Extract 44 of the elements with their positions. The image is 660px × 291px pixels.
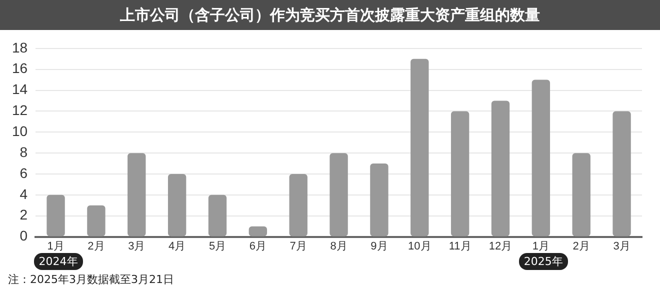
x-tick-label: 4月 bbox=[168, 240, 186, 252]
x-tick-label: 8月 bbox=[330, 240, 348, 252]
y-tick-label: 2 bbox=[20, 206, 28, 223]
bar bbox=[168, 174, 186, 236]
x-tick-label: 1月 bbox=[47, 240, 64, 252]
x-tick-label: 5月 bbox=[208, 240, 226, 252]
text: 2025年 bbox=[518, 253, 568, 270]
bar bbox=[410, 58, 429, 236]
y-tick-label: 4 bbox=[20, 186, 28, 202]
x-tick-label: 10月 bbox=[408, 240, 432, 252]
y-tick-label: 16 bbox=[12, 60, 28, 76]
y-tick-label: 0 bbox=[20, 228, 28, 244]
bar bbox=[289, 174, 308, 236]
y-tick-label: 6 bbox=[20, 164, 28, 181]
bar bbox=[87, 205, 106, 236]
bar bbox=[491, 100, 510, 236]
y-tick-label: 8 bbox=[20, 144, 28, 160]
text: 2024年 bbox=[34, 253, 83, 270]
bar bbox=[248, 226, 268, 236]
x-tick-label: 11月 bbox=[448, 240, 472, 252]
x-tick-label: 1月 bbox=[532, 240, 550, 252]
y-tick-label: 10 bbox=[12, 122, 28, 139]
y-tick-label: 14 bbox=[12, 81, 28, 98]
bar bbox=[612, 111, 631, 236]
x-tick-label: 3月 bbox=[128, 240, 146, 252]
bar bbox=[208, 194, 227, 236]
x-tick-label: 9月 bbox=[370, 240, 388, 252]
chart-title: 上市公司（含子公司）作为竞买方首次披露重大资产重组的数量 bbox=[0, 0, 660, 30]
x-tick-label: 3月 bbox=[613, 240, 630, 252]
x-tick-label: 2月 bbox=[88, 240, 105, 252]
bar bbox=[330, 153, 348, 236]
bar bbox=[532, 80, 550, 236]
bar bbox=[572, 153, 590, 236]
bar bbox=[46, 194, 65, 236]
y-tick-label: 12 bbox=[12, 102, 28, 118]
text: 注：2025年3月数据截至3月21日 bbox=[8, 272, 174, 287]
bar bbox=[450, 111, 470, 236]
x-tick-label: 12月 bbox=[488, 240, 512, 252]
y-tick-label: 18 bbox=[12, 39, 28, 56]
x-tick-label: 6月 bbox=[249, 240, 266, 252]
x-tick-label: 2月 bbox=[572, 240, 590, 252]
x-tick-label: 7月 bbox=[290, 240, 307, 252]
bar bbox=[370, 164, 388, 236]
bar bbox=[128, 153, 146, 236]
